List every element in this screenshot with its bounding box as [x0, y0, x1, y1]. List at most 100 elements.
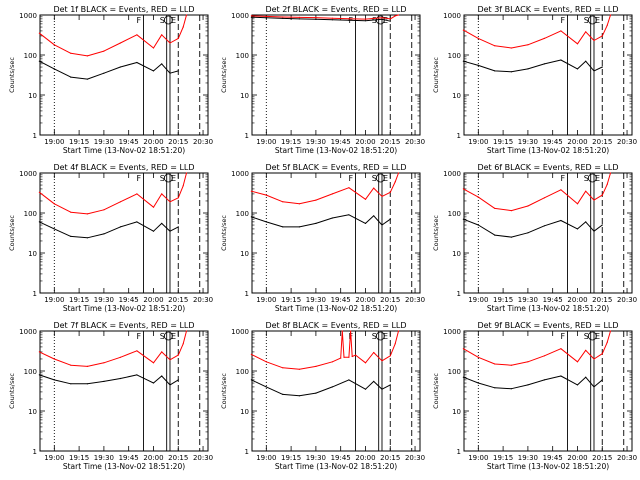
chart-title: Det 2f BLACK = Events, RED = LLD	[265, 5, 406, 14]
panel-det-7: Det 7f BLACK = Events, RED = LLD 1 10 100 10…	[8, 321, 213, 471]
x-tick-label: 20:00	[143, 138, 163, 146]
data-point-red	[185, 14, 188, 16]
data-point-red	[593, 199, 595, 201]
data-point-black	[477, 382, 479, 384]
x-tick-label: 19:45	[119, 454, 139, 462]
data-point-black	[585, 221, 587, 223]
y-axis-label: Counts/sec	[432, 57, 440, 93]
y-tick-label: 100	[236, 52, 249, 60]
data-point-red	[576, 361, 579, 363]
data-point-red	[265, 361, 267, 363]
data-point-red	[609, 330, 612, 332]
x-tick-label: 19:45	[543, 454, 563, 462]
data-point-red	[576, 43, 579, 45]
panel-det-5: Det 5f BLACK = Events, RED = LLD 1 10 100 10…	[220, 163, 425, 313]
data-point-black	[282, 226, 284, 228]
data-point-red	[161, 193, 163, 195]
x-tick-label: 20:30	[193, 454, 213, 462]
marker-label-s: S	[372, 332, 377, 341]
data-point-black	[560, 219, 562, 222]
data-point-black	[265, 221, 267, 223]
marker-label-s: S	[584, 174, 589, 183]
y-axis-label: Counts/sec	[220, 57, 228, 93]
data-point-black	[576, 384, 579, 386]
x-tick-label: 19:45	[119, 138, 139, 146]
x-tick-label: 20:30	[193, 138, 213, 146]
data-point-black	[315, 392, 317, 394]
data-point-red	[350, 330, 352, 332]
data-point-red	[560, 30, 562, 32]
y-tick-label: 1	[457, 132, 461, 140]
data-point-red	[169, 42, 171, 44]
marker-circle	[163, 331, 173, 341]
x-tick-label: 20:15	[592, 138, 612, 146]
data-point-red	[381, 195, 383, 197]
data-point-black	[373, 215, 375, 217]
series-line-black	[39, 374, 179, 386]
x-tick-label: 19:30	[306, 296, 326, 304]
y-axis-label: Counts/sec	[220, 215, 228, 251]
x-axis-label: Start Time (13-Nov-02 18:51:20)	[275, 146, 397, 155]
chart-title: Det 8f BLACK = Events, RED = LLD	[265, 321, 406, 330]
x-tick-label: 19:30	[306, 454, 326, 462]
data-point-red	[601, 353, 603, 355]
x-tick-label: 19:00	[256, 296, 276, 304]
data-point-black	[70, 76, 72, 78]
data-point-black	[119, 66, 121, 68]
chart-title: Det 5f BLACK = Events, RED = LLD	[265, 163, 406, 172]
y-axis-label: Counts/sec	[432, 373, 440, 409]
marker-circle	[587, 15, 597, 25]
y-tick-label: 100	[236, 210, 249, 218]
x-tick-label: 20:15	[168, 138, 188, 146]
data-point-black	[585, 60, 587, 62]
y-tick-label: 100	[236, 368, 249, 376]
marker-circle	[587, 173, 597, 183]
x-axis-label: Start Time (13-Nov-02 18:51:20)	[275, 462, 397, 471]
marker-label-e: E	[171, 16, 176, 25]
x-tick-label: 19:45	[543, 296, 563, 304]
data-point-black	[543, 225, 546, 227]
data-point-black	[389, 20, 391, 22]
x-tick-label: 20:15	[380, 138, 400, 146]
data-point-red	[494, 363, 496, 365]
x-axis-label: Start Time (13-Nov-02 18:51:20)	[63, 304, 185, 313]
data-point-black	[381, 18, 383, 20]
data-point-red	[136, 350, 138, 352]
data-point-red	[340, 357, 342, 359]
data-point-red	[397, 172, 400, 174]
data-point-red	[494, 45, 496, 47]
data-point-black	[593, 386, 595, 388]
x-tick-label: 20:00	[355, 454, 375, 462]
data-point-red	[510, 47, 512, 49]
chart-title: Det 3f BLACK = Events, RED = LLD	[477, 5, 618, 14]
y-tick-label: 1000	[231, 170, 249, 178]
x-tick-label: 19:30	[94, 296, 114, 304]
data-point-red	[169, 359, 171, 361]
data-point-red	[394, 15, 396, 17]
data-point-red	[331, 193, 333, 195]
data-point-red	[601, 35, 603, 37]
data-point-black	[119, 377, 121, 380]
data-point-red	[527, 44, 529, 46]
y-tick-label: 1000	[443, 170, 461, 178]
data-point-red	[282, 201, 284, 203]
marker-circle	[587, 331, 597, 341]
x-tick-label: 19:30	[306, 138, 326, 146]
data-point-red	[152, 362, 155, 364]
marker-label-e: E	[383, 332, 388, 341]
y-tick-label: 1000	[19, 12, 37, 20]
data-point-red	[250, 190, 252, 192]
x-tick-label: 20:15	[168, 454, 188, 462]
data-point-red	[462, 348, 464, 350]
data-point-red	[315, 365, 317, 367]
data-point-black	[543, 379, 546, 381]
data-point-red	[560, 348, 562, 350]
data-point-red	[462, 29, 464, 31]
x-tick-label: 20:00	[567, 138, 587, 146]
y-axis-label: Counts/sec	[220, 373, 228, 409]
y-tick-label: 10	[452, 250, 461, 258]
data-point-red	[585, 190, 587, 192]
x-tick-label: 20:00	[143, 296, 163, 304]
data-point-black	[136, 374, 138, 376]
y-axis-label: Counts/sec	[8, 57, 16, 93]
